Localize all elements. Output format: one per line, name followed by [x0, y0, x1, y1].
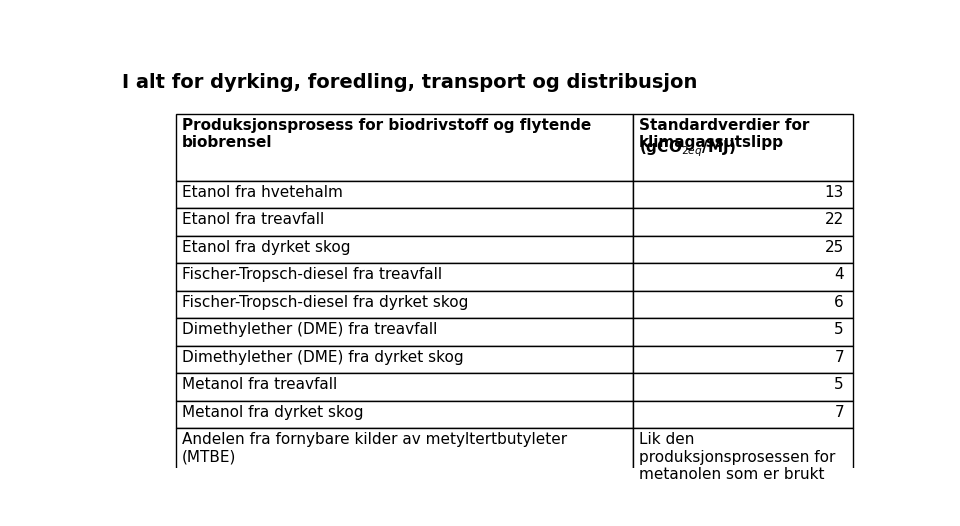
- Bar: [176, 373, 633, 401]
- Bar: [176, 318, 633, 346]
- Text: (gCO$_{2eq}$/MJ): (gCO$_{2eq}$/MJ): [638, 138, 735, 159]
- Text: 13: 13: [825, 185, 844, 200]
- Text: Dimethylether (DME) fra treavfall: Dimethylether (DME) fra treavfall: [181, 322, 437, 337]
- Text: 6: 6: [834, 295, 844, 310]
- Text: 5: 5: [834, 322, 844, 337]
- Bar: [176, 401, 633, 429]
- Bar: [633, 236, 852, 263]
- Bar: [176, 263, 633, 291]
- Text: Etanol fra dyrket skog: Etanol fra dyrket skog: [181, 240, 350, 255]
- Bar: [633, 263, 852, 291]
- Bar: [633, 373, 852, 401]
- Text: 7: 7: [834, 350, 844, 365]
- Text: 4: 4: [834, 267, 844, 282]
- Text: 25: 25: [825, 240, 844, 255]
- Text: Produksjonsprosess for biodrivstoff og flytende
biobrensel: Produksjonsprosess for biodrivstoff og f…: [181, 118, 591, 150]
- Bar: [633, 429, 852, 491]
- Bar: [176, 291, 633, 318]
- Bar: [633, 291, 852, 318]
- Text: Dimethylether (DME) fra dyrket skog: Dimethylether (DME) fra dyrket skog: [181, 350, 464, 365]
- Text: Fischer-Tropsch-diesel fra treavfall: Fischer-Tropsch-diesel fra treavfall: [181, 267, 442, 282]
- Bar: [176, 236, 633, 263]
- Bar: [176, 208, 633, 236]
- Bar: [633, 180, 852, 208]
- Bar: [176, 114, 633, 180]
- Bar: [633, 318, 852, 346]
- Bar: [633, 208, 852, 236]
- Bar: [633, 401, 852, 429]
- Bar: [633, 114, 852, 180]
- Text: Etanol fra treavfall: Etanol fra treavfall: [181, 212, 324, 227]
- Text: Andelen fra fornybare kilder av metyltertbutyleter
(MTBE): Andelen fra fornybare kilder av metylter…: [181, 432, 566, 465]
- Bar: [176, 346, 633, 373]
- Text: Lik den
produksjonsprosessen for
metanolen som er brukt: Lik den produksjonsprosessen for metanol…: [638, 432, 835, 482]
- Bar: [176, 429, 633, 491]
- Text: I alt for dyrking, foredling, transport og distribusjon: I alt for dyrking, foredling, transport …: [122, 73, 698, 92]
- Text: 5: 5: [834, 378, 844, 392]
- Text: Standardverdier for
klimagassutslipp: Standardverdier for klimagassutslipp: [638, 118, 809, 150]
- Bar: [176, 180, 633, 208]
- Text: Etanol fra hvetehalm: Etanol fra hvetehalm: [181, 185, 343, 200]
- Text: Fischer-Tropsch-diesel fra dyrket skog: Fischer-Tropsch-diesel fra dyrket skog: [181, 295, 468, 310]
- Text: 22: 22: [825, 212, 844, 227]
- Bar: [633, 346, 852, 373]
- Text: Metanol fra dyrket skog: Metanol fra dyrket skog: [181, 405, 363, 420]
- Text: Metanol fra treavfall: Metanol fra treavfall: [181, 378, 337, 392]
- Text: 7: 7: [834, 405, 844, 420]
